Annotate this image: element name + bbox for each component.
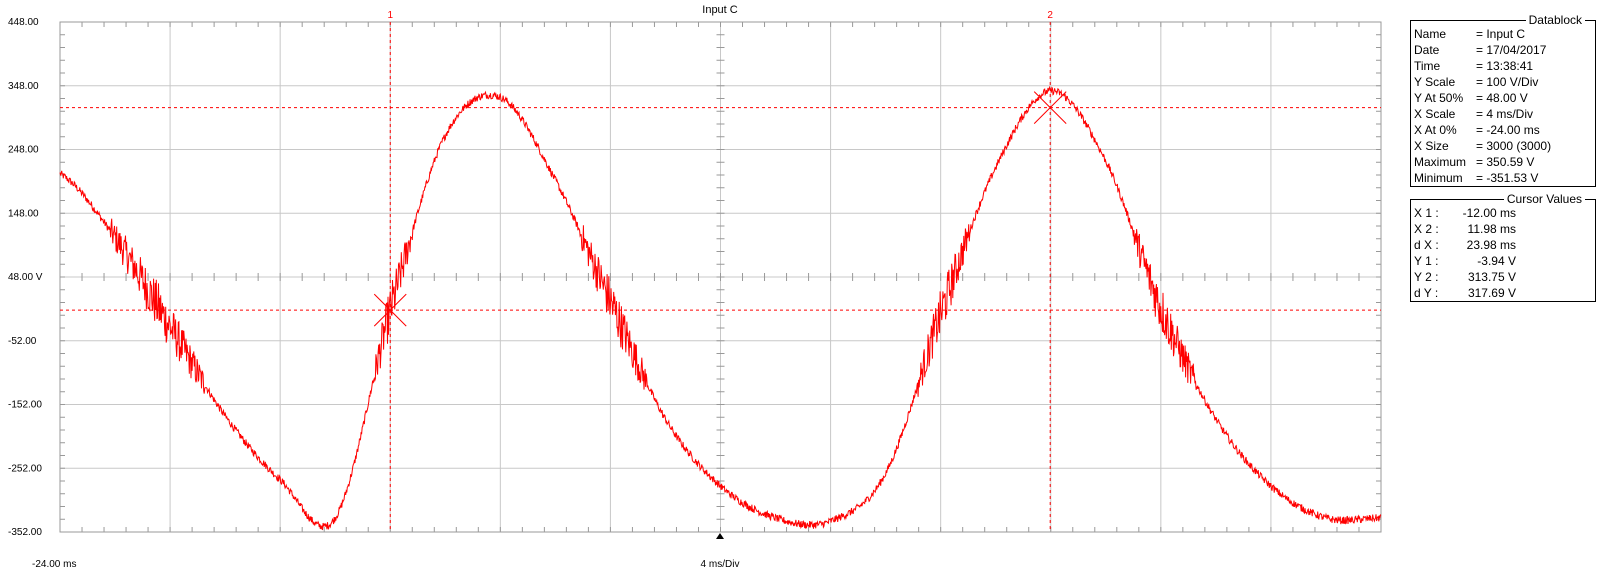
datablock-row: Y Scale = 100 V/Div [1411,74,1595,90]
datablock-row: Maximum = 350.59 V [1411,154,1595,170]
datablock-value: = 13:38:41 [1476,59,1534,73]
datablock-value: = 3000 (3000) [1476,139,1552,153]
datablock-key: Y Scale [1414,75,1456,89]
datablock-value: = 17/04/2017 [1476,43,1547,57]
y-tick-label: 248.00 [8,145,39,156]
cursor-value-key: Y 2 : [1414,270,1439,284]
datablock-panel: Datablock Name = Input C Date = 17/04/2017 T… [1410,12,1596,187]
y-tick-label: 448.00 [8,17,39,28]
y-tick-label: -252.00 [8,463,42,474]
cursor-values-title: Cursor Values [1503,191,1585,207]
cursor-1-tag[interactable]: 1 [387,10,393,21]
cursor-2-tag[interactable]: 2 [1047,10,1053,21]
datablock-value: = -24.00 ms [1476,123,1540,137]
cursor-value-key: Y 1 : [1414,254,1439,268]
cursor-value-value: 23.98 ms [1466,238,1516,252]
datablock-row: Minimum = -351.53 V [1411,170,1595,186]
cursor-value-row: d Y : 317.69 V [1411,285,1595,301]
cursor-value-row: d X : 23.98 ms [1411,237,1595,253]
chart-title: Input C [702,4,738,16]
datablock-key: Maximum [1414,155,1467,169]
cursor-value-key: d Y : [1414,286,1439,300]
y-tick-label: -352.00 [8,527,42,538]
cursor-values-panel: Cursor Values X 1 : -12.00 ms X 2 : 11.98 m… [1410,191,1596,302]
datablock-value: = 350.59 V [1476,155,1535,169]
waveform-line [59,85,1382,531]
cursor-value-row: X 2 : 11.98 ms [1411,221,1595,237]
datablock-row: Date = 17/04/2017 [1411,42,1595,58]
cursor-value-key: d X : [1414,238,1439,252]
y-tick-label: -152.00 [8,400,42,411]
y-tick-label: 48.00 V [8,272,43,283]
y-tick-label: 148.00 [8,208,39,219]
datablock-key: Y At 50% [1414,91,1464,105]
datablock-value: = 100 V/Div [1476,75,1539,89]
cursor-value-row: X 1 : -12.00 ms [1411,205,1595,221]
datablock-key: Time [1414,59,1441,73]
datablock-value: = 48.00 V [1476,91,1528,105]
y-tick-label: -52.00 [8,336,37,347]
datablock-value: = Input C [1476,27,1526,41]
x-scale-label: 4 ms/Div [701,559,740,570]
cursor-2-cross-icon[interactable] [1033,91,1067,124]
datablock-key: Name [1414,27,1447,41]
datablock-title: Datablock [1525,12,1585,28]
cursor-value-key: X 1 : [1414,206,1439,220]
cursor-value-row: Y 1 : -3.94 V [1411,253,1595,269]
datablock-key: X At 0% [1414,123,1457,137]
x-start-label: -24.00 ms [32,559,76,570]
waveform-trace [59,85,1382,531]
cursor-value-value: 313.75 V [1467,270,1516,284]
datablock-key: Minimum [1414,171,1463,185]
datablock-key: X Scale [1414,107,1456,121]
cursor-value-row: Y 2 : 313.75 V [1411,269,1595,285]
datablock-row: X At 0% = -24.00 ms [1411,122,1595,138]
cursor-value-value: -12.00 ms [1462,206,1516,220]
datablock-row: X Size = 3000 (3000) [1411,138,1595,154]
cursor-value-value: 317.69 V [1467,286,1516,300]
y-axis-tick-labels: 448.00 348.00 248.00 148.00 48.00 V -52.00 -15… [8,17,43,538]
datablock-row: Y At 50% = 48.00 V [1411,90,1595,106]
cursor-value-value: -3.94 V [1477,254,1516,268]
datablock-row: Time = 13:38:41 [1411,58,1595,74]
trigger-marker-icon [716,533,724,539]
datablock-row: X Scale = 4 ms/Div [1411,106,1595,122]
datablock-value: = -351.53 V [1476,171,1539,185]
cursor-1-cross-icon[interactable] [373,293,407,327]
datablock-value: = 4 ms/Div [1476,107,1534,121]
cursor-value-key: X 2 : [1414,222,1439,236]
y-tick-label: 348.00 [8,81,39,92]
plot-grid [59,21,1382,533]
cursor-value-value: 11.98 ms [1467,222,1516,236]
datablock-key: Date [1414,43,1440,57]
datablock-row: Name = Input C [1411,26,1595,42]
datablock-key: X Size [1414,139,1449,153]
